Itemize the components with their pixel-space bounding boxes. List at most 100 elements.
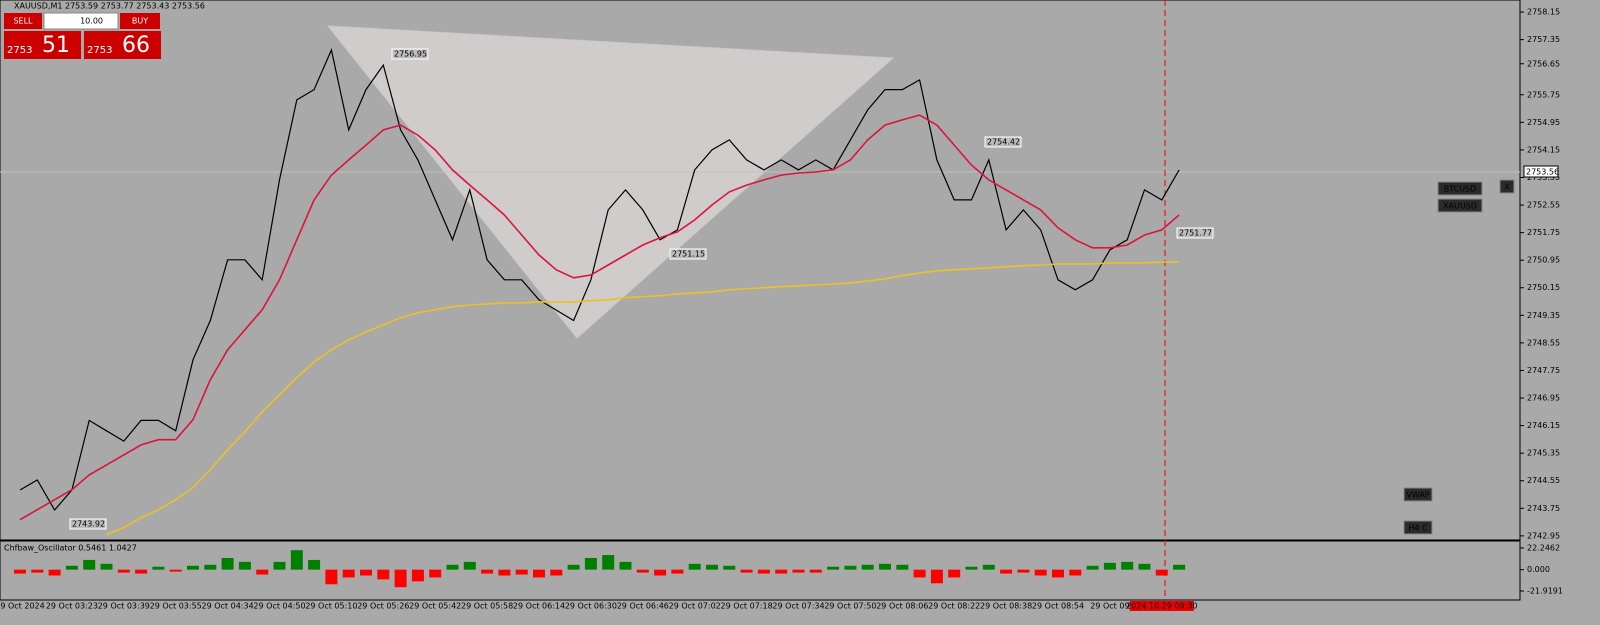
oscillator-bar	[187, 565, 199, 570]
buy-price-small: 66	[122, 33, 150, 58]
oscillator-bar	[238, 561, 251, 570]
y-tick-label: 2754.95	[1527, 118, 1560, 127]
ui-button[interactable]	[1403, 487, 1433, 502]
oscillator-bar	[879, 563, 891, 570]
buy-label[interactable]: BUY	[132, 17, 148, 26]
y-tick-label: 2750.15	[1527, 283, 1560, 292]
oscillator-bar	[827, 566, 840, 570]
x-tick-label: 29 Oct 07:18	[721, 602, 773, 611]
ui-button[interactable]	[1437, 198, 1483, 213]
oscillator-bar	[1034, 569, 1047, 576]
oscillator-bar	[1052, 569, 1064, 578]
ui-button-label[interactable]: X	[1504, 183, 1510, 192]
y-tick-label: 2742.95	[1527, 531, 1560, 540]
series-line	[19, 114, 1180, 521]
x-tick-label: 29 Oct 08:38	[980, 602, 1032, 611]
sell-price-small: 51	[42, 33, 70, 58]
oscillator-bar	[619, 561, 632, 570]
oscillator-bar	[688, 563, 701, 570]
oscillator-bar	[273, 561, 286, 570]
oscillator-bar	[463, 561, 476, 570]
oscillator-bar	[65, 565, 78, 570]
y-tick-label: -21.9191	[1527, 587, 1563, 596]
sell-price-big: 2753	[7, 45, 32, 56]
x-tick-label: 29 Oct 06:30	[565, 602, 617, 611]
y-tick-label: 2748.55	[1527, 338, 1560, 347]
oscillator-bar	[446, 564, 459, 570]
sell-price-box[interactable]	[4, 31, 81, 59]
oscillator-bar	[498, 569, 511, 576]
oscillator-bar	[31, 569, 44, 573]
oscillator-bar	[14, 569, 26, 574]
y-tick-label: 2755.75	[1527, 90, 1560, 99]
ui-button-label[interactable]: H4 C	[1408, 524, 1428, 533]
sell-button[interactable]	[4, 13, 42, 29]
lot-input[interactable]	[43, 12, 119, 30]
oscillator-bar	[394, 569, 407, 588]
y-tick-label: 2745.35	[1527, 449, 1560, 458]
x-tick-label: 29 Oct 07:34	[772, 602, 824, 611]
oscillator-bar	[602, 555, 615, 570]
ui-button-label[interactable]: XAUUSD	[1443, 202, 1477, 211]
y-tick-label: 2747.75	[1527, 366, 1560, 375]
series-line	[106, 261, 1180, 536]
oscillator-bar	[1138, 563, 1151, 570]
price-label-box	[984, 136, 1022, 148]
oscillator-bar	[1017, 569, 1030, 573]
ui-button-label[interactable]: BTCUSD	[1444, 185, 1477, 194]
y-tick-label: 2758.15	[1527, 8, 1560, 17]
oscillator-bar	[775, 569, 788, 574]
ui-button[interactable]	[1403, 520, 1433, 535]
oscillator-bar	[169, 569, 182, 572]
oscillator-bar	[740, 569, 753, 573]
x-tick-label: 29 Oct 03:23	[46, 602, 98, 611]
oscillator-bar	[1121, 561, 1134, 570]
x-tick-label: 29 Oct 04:34	[202, 602, 254, 611]
ui-button-label[interactable]: VWAP	[1406, 491, 1429, 500]
sell-label[interactable]: SELL	[13, 17, 33, 26]
x-tick-label: 29 Oct 05:42	[409, 602, 461, 611]
oscillator-bar	[1173, 564, 1186, 570]
buy-price-box[interactable]	[84, 31, 161, 59]
buy-button[interactable]	[120, 13, 160, 29]
price-label: 2754.42	[987, 138, 1020, 147]
x-tick-label: 29 Oct 07:02	[669, 602, 721, 611]
x-tick-label: 29 Oct 04:50	[253, 602, 305, 611]
y-tick-label: 0.000	[1527, 565, 1550, 574]
oscillator-bar	[1000, 569, 1013, 574]
oscillator-bar	[792, 569, 805, 573]
oscillator-bar	[844, 565, 857, 570]
oscillator-bar	[290, 550, 303, 570]
oscillator-bar	[533, 569, 545, 578]
oscillator-bar	[360, 569, 372, 576]
x-tick-label: 29 Oct 03:55	[150, 602, 202, 611]
oscillator-bar	[913, 569, 926, 578]
oscillator-bar	[671, 569, 684, 574]
oscillator-bar	[723, 565, 736, 570]
x-tick-label: 29 Oct 05:26	[357, 602, 409, 611]
ui-button[interactable]	[1437, 181, 1483, 196]
oscillator-bar	[1155, 569, 1168, 576]
x-tick-label: 29 Oct 08:06	[876, 602, 928, 611]
oscillator-bar	[221, 557, 234, 570]
oscillator-bar	[481, 569, 494, 574]
x-tick-label: 29 Oct 07:50	[824, 602, 876, 611]
y-tick-label: 22.2462	[1527, 544, 1560, 553]
symbol-info: XAUUSD,M1 2753.59 2753.77 2753.43 2753.5…	[14, 2, 205, 11]
oscillator-bar	[809, 569, 822, 573]
y-tick-label: 2757.35	[1527, 35, 1560, 44]
y-tick-label: 2752.55	[1527, 201, 1560, 210]
oscillator-bar	[342, 569, 355, 578]
oscillator-bar	[308, 559, 321, 570]
oscillator-bar	[965, 566, 978, 570]
y-tick-label: 2746.15	[1527, 421, 1560, 430]
cursor-time-box	[1129, 601, 1194, 611]
y-tick-label: 2750.95	[1527, 256, 1560, 265]
x-tick-label: 29 Oct 08:54	[1032, 602, 1084, 611]
current-price-box	[1523, 165, 1559, 178]
x-tick-label: 29 Oct 03:39	[98, 602, 150, 611]
oscillator-bar	[982, 564, 995, 570]
lot-value[interactable]: 10.00	[80, 17, 103, 26]
ui-button[interactable]	[1499, 179, 1515, 194]
oscillator-bar	[654, 569, 667, 576]
